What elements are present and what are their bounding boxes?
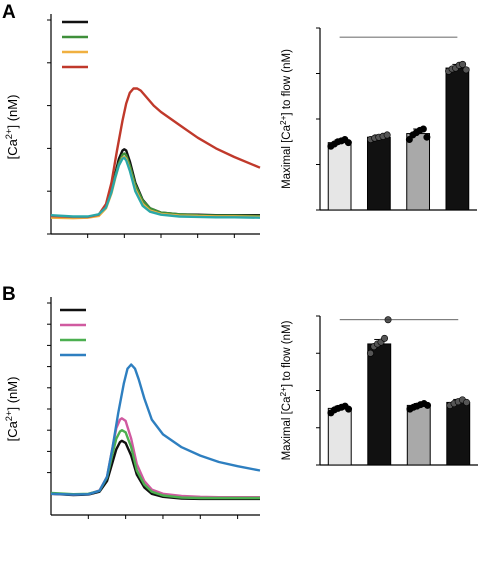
chart-a-bar: Maximal [Ca2+] to flow (nM) xyxy=(279,27,477,211)
chart-b-line: [Ca2+] (nM) xyxy=(4,297,261,519)
y-axis-title: Maximal [Ca2+] to flow (nM) xyxy=(279,320,294,460)
bar-3 xyxy=(445,67,470,211)
data-point xyxy=(423,133,431,141)
y-axis-title: [Ca2+] (nM) xyxy=(4,377,20,442)
series-line-1 xyxy=(50,152,261,219)
data-point xyxy=(424,401,432,409)
y-axis-title: Maximal [Ca2+] to flow (nM) xyxy=(279,49,294,189)
series-line-4 xyxy=(50,156,261,219)
data-point xyxy=(462,66,470,74)
data-point xyxy=(345,405,353,413)
data-point xyxy=(463,398,471,406)
data-point xyxy=(459,60,467,68)
data-point xyxy=(344,139,352,147)
bar-0 xyxy=(327,142,352,211)
y-axis-title: [Ca2+] (nM) xyxy=(4,95,20,160)
panel-letter-a: A xyxy=(2,2,16,23)
series-line-3 xyxy=(50,363,261,496)
data-point xyxy=(366,349,374,357)
data-point xyxy=(381,334,389,342)
data-point xyxy=(419,125,427,133)
series-line-3 xyxy=(50,87,261,219)
data-point xyxy=(405,135,413,143)
series-line-0 xyxy=(50,148,260,219)
bar-2 xyxy=(406,404,431,466)
chart-a-line: [Ca2+] (nM) xyxy=(4,14,261,238)
bar-2 xyxy=(406,133,431,211)
series-line-1 xyxy=(50,417,260,499)
bar-3 xyxy=(446,401,471,466)
panel-letter-b: B xyxy=(2,284,16,305)
data-point xyxy=(383,131,391,139)
bar-0 xyxy=(327,407,352,466)
bar-1 xyxy=(367,343,392,466)
series-line-2 xyxy=(50,155,261,220)
chart-b-bar: Maximal [Ca2+] to flow (nM) xyxy=(279,315,478,466)
bar-1 xyxy=(366,136,391,211)
